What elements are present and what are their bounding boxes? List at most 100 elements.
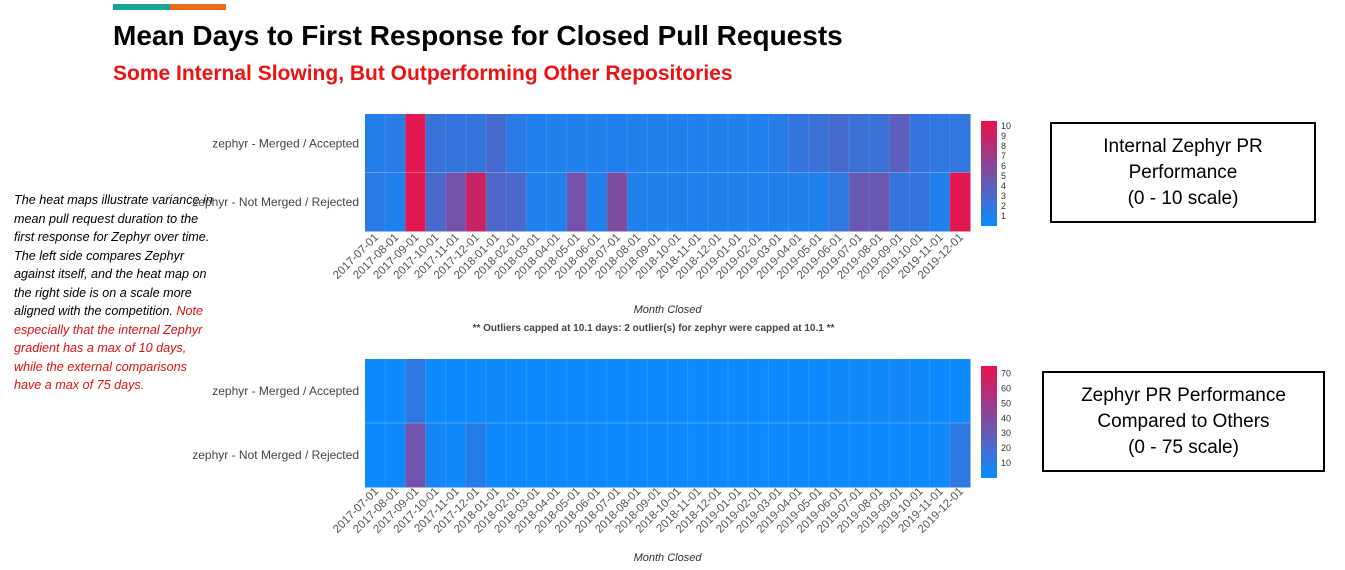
page-title: Mean Days to First Response for Closed P… <box>113 20 843 51</box>
heatmap-cell <box>385 423 406 488</box>
heatmap-cell <box>586 423 608 488</box>
external-scale-box: Zephyr PR Performance Compared to Others… <box>1042 371 1325 472</box>
heatmap-cell <box>647 423 668 488</box>
heatmap-cell <box>889 359 910 424</box>
heatmap-cell <box>667 114 689 173</box>
heatmap-cell <box>526 423 547 488</box>
heatmap-cell <box>445 172 467 232</box>
heatmap-cell <box>566 359 588 424</box>
heatmap-cell <box>687 423 709 488</box>
y-tick-label: zephyr - Merged / Accepted <box>212 136 359 150</box>
heatmap-cell <box>929 172 951 232</box>
heatmap-2: zephyr - Merged / Accepted zephyr - Not M… <box>192 359 1011 564</box>
heatmap-cell <box>405 423 426 488</box>
heatmap-cell <box>748 114 769 173</box>
heatmap-cell <box>566 172 588 232</box>
heatmap-cell <box>607 423 628 488</box>
heatmap-cell <box>647 359 668 424</box>
heatmap-cell <box>506 423 527 488</box>
heatmap-cell <box>506 172 527 232</box>
heatmap-cell <box>465 423 487 488</box>
description-note: Note especially that the internal Zephyr… <box>14 304 204 392</box>
heatmap-cell <box>707 359 729 424</box>
heatmap-cell <box>768 423 789 488</box>
colorbar-tick-label: 40 <box>1001 413 1011 423</box>
heatmap-cell <box>828 172 850 232</box>
heatmap-cell <box>465 359 487 424</box>
colorbar-tick-label: 30 <box>1001 428 1011 438</box>
heatmap-cell <box>486 172 507 232</box>
heatmap-cell <box>748 423 769 488</box>
heatmap-cell <box>808 423 830 488</box>
heatmap-cell <box>808 172 830 232</box>
heatmap-cell <box>526 359 547 424</box>
y-tick-label: zephyr - Merged / Accepted <box>212 384 359 398</box>
heatmap-cell <box>728 114 749 173</box>
accent-bar-teal <box>113 4 170 10</box>
heatmap-cell <box>707 114 729 173</box>
heatmap-cell <box>748 172 769 232</box>
heatmap-cell <box>768 114 789 173</box>
heatmap-cell <box>566 423 588 488</box>
heatmap-cell <box>425 114 447 173</box>
colorbar-tick-label: 70 <box>1001 368 1011 378</box>
heatmap-cell <box>425 172 447 232</box>
heatmap-cell <box>828 114 850 173</box>
colorbar-tick-label: 3 <box>1001 191 1006 201</box>
heatmap-cell <box>808 114 830 173</box>
heatmap-cell <box>768 359 789 424</box>
heatmap-cell <box>929 359 951 424</box>
heatmap-cell <box>405 172 426 232</box>
colorbar <box>981 366 997 478</box>
heatmap-cell <box>506 114 527 173</box>
heatmap-cell <box>788 359 810 424</box>
heatmap-cell <box>889 114 910 173</box>
heatmap-cell <box>486 114 507 173</box>
heatmap-cell <box>909 359 931 424</box>
heatmap-cell <box>667 423 689 488</box>
heatmap-cell <box>586 114 608 173</box>
x-axis-title: Month Closed <box>634 552 703 564</box>
colorbar-tick-label: 4 <box>1001 181 1006 191</box>
heatmap-cell <box>647 172 668 232</box>
external-box-line-2: Compared to Others <box>1097 410 1270 432</box>
heatmap-cell <box>929 423 951 488</box>
description-main: The heat maps illustrate variance in mea… <box>14 193 213 318</box>
heatmap-cell <box>647 114 668 173</box>
heatmap-cell <box>385 114 406 173</box>
heatmap-cell <box>687 172 709 232</box>
x-axis-title: Month Closed <box>634 304 703 316</box>
page-subtitle: Some Internal Slowing, But Outperforming… <box>113 62 733 85</box>
colorbar-tick-label: 10 <box>1001 458 1011 468</box>
heatmap-cell <box>728 423 749 488</box>
heatmap-cell <box>627 114 648 173</box>
heatmap-cell <box>506 359 527 424</box>
colorbar-tick-label: 20 <box>1001 443 1011 453</box>
heatmap-cell <box>365 423 386 488</box>
heatmap-cell <box>909 423 931 488</box>
heatmap-cell <box>365 172 386 232</box>
heatmap-cell <box>768 172 789 232</box>
colorbar-tick-label: 9 <box>1001 131 1006 141</box>
heatmap-cell <box>748 359 769 424</box>
colorbar-tick-label: 7 <box>1001 151 1006 161</box>
heatmap-cell <box>607 172 628 232</box>
heatmap-cell <box>445 359 467 424</box>
heatmap-cell <box>667 172 689 232</box>
heatmap-cell <box>909 172 931 232</box>
heatmap-cell <box>385 359 406 424</box>
heatmap-cell <box>627 172 648 232</box>
heatmap-cell <box>425 423 447 488</box>
heatmap-cell <box>586 172 608 232</box>
internal-box-line-3: (0 - 10 scale) <box>1127 187 1239 209</box>
heatmap-cell <box>869 359 890 424</box>
heatmap-cell <box>828 359 850 424</box>
heatmap-cell <box>607 114 628 173</box>
y-tick-label: zephyr - Not Merged / Rejected <box>192 448 359 462</box>
colorbar-tick-label: 5 <box>1001 171 1006 181</box>
heatmap-cell <box>889 423 910 488</box>
y-tick-label: zephyr - Not Merged / Rejected <box>192 195 359 209</box>
colorbar-tick-label: 50 <box>1001 398 1011 408</box>
heatmap-cell <box>909 114 931 173</box>
